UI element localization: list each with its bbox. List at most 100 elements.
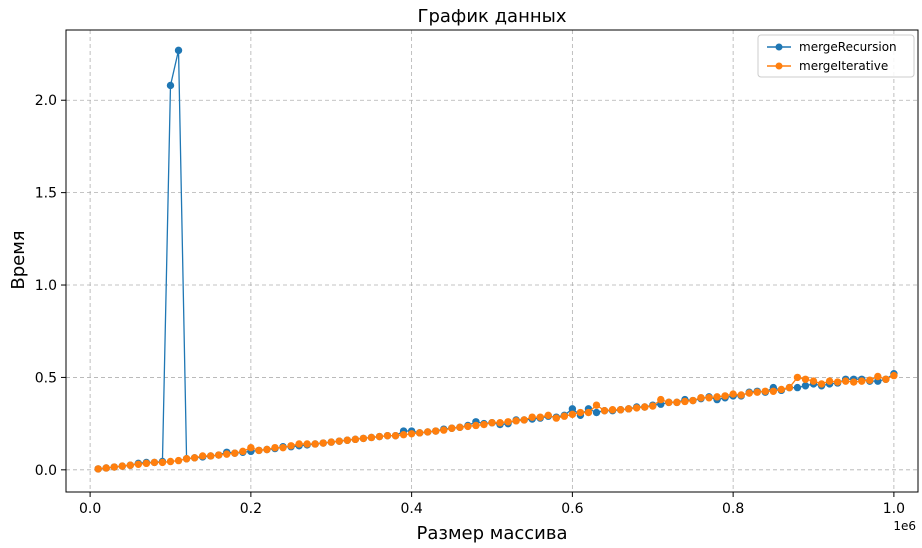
data-point-mergeRecursion (592, 408, 601, 417)
data-point-mergeIterative (785, 383, 794, 392)
x-axis-title: Размер массива (417, 523, 568, 544)
data-point-mergeIterative (182, 455, 191, 463)
data-point-mergeIterative (255, 446, 263, 455)
data-point-mergeIterative (448, 424, 456, 432)
x-tick-label: 0.4 (400, 501, 422, 517)
data-point-mergeIterative (769, 387, 778, 395)
data-point-mergeIterative (777, 385, 786, 394)
series-line-mergeIterative (98, 374, 895, 470)
data-point-mergeIterative (761, 387, 769, 395)
data-point-mergeIterative (673, 398, 681, 407)
x-tick-label: 0.2 (240, 501, 262, 517)
data-point-mergeIterative (833, 378, 842, 386)
data-point-mergeIterative (215, 451, 223, 459)
data-point-mergeIterative (206, 452, 215, 460)
data-point-mergeIterative (174, 456, 183, 465)
data-point-mergeIterative (512, 417, 520, 425)
x-tick-label: 1.0 (883, 501, 905, 517)
data-point-mergeIterative (520, 416, 528, 424)
data-point-mergeIterative (359, 434, 368, 443)
data-point-mergeIterative (729, 390, 737, 398)
data-point-mergeIterative (657, 395, 665, 404)
data-point-mergeIterative (231, 449, 239, 457)
data-point-mergeRecursion (174, 46, 183, 55)
data-point-mergeIterative (697, 394, 705, 402)
legend-marker-mergeRecursion (775, 43, 783, 51)
data-point-mergeIterative (809, 377, 818, 385)
x-tick-label: 0.6 (561, 501, 583, 517)
y-axis-ticks: 0.0 0.5 1.0 1.5 2.0 (35, 93, 66, 479)
data-point-mergeIterative (552, 414, 560, 422)
data-point-mergeIterative (295, 440, 303, 448)
x-tick-label: 0.8 (722, 501, 744, 517)
data-point-mergeRecursion (166, 81, 175, 90)
data-point-mergeIterative (568, 410, 577, 419)
data-point-mergeIterative (150, 458, 159, 467)
data-point-mergeIterative (882, 375, 890, 383)
data-point-mergeIterative (544, 411, 552, 420)
data-point-mergeIterative (287, 442, 295, 450)
data-point-mergeIterative (142, 459, 151, 468)
y-tick-label: 1.5 (35, 186, 57, 202)
x-axis-ticks: 0.0 0.2 0.4 0.6 0.8 1.0 (79, 492, 905, 517)
data-point-mergeRecursion (793, 383, 802, 392)
data-point-mergeIterative (649, 402, 657, 410)
data-point-mergeIterative (841, 377, 850, 385)
data-point-mergeIterative (890, 371, 898, 380)
data-point-mergeIterative (415, 429, 424, 437)
data-point-mergeIterative (239, 447, 247, 456)
data-point-mergeIterative (383, 431, 392, 440)
data-point-mergeIterative (456, 423, 464, 432)
data-point-mergeIterative (472, 421, 480, 430)
data-point-mergeIterative (480, 420, 488, 429)
data-point-mergeIterative (858, 377, 866, 385)
legend-label-mergeRecursion: mergeRecursion (799, 40, 897, 54)
data-point-mergeIterative (271, 443, 279, 452)
series-layer (94, 46, 898, 473)
data-point-mergeIterative (198, 452, 207, 460)
grid (66, 30, 918, 492)
data-point-mergeIterative (592, 401, 601, 409)
data-point-mergeIterative (608, 406, 617, 414)
data-point-mergeIterative (713, 393, 721, 401)
plot-frame (65, 29, 919, 493)
data-point-mergeRecursion (568, 405, 577, 413)
data-point-mergeIterative (737, 391, 745, 399)
y-axis-title: Время (8, 230, 29, 289)
data-point-mergeIterative (319, 439, 327, 447)
data-point-mergeIterative (223, 450, 231, 458)
data-point-mergeIterative (641, 403, 649, 411)
data-point-mergeRecursion (801, 382, 810, 390)
chart-title: График данных (418, 6, 567, 27)
data-point-mergeIterative (793, 373, 802, 382)
data-point-mergeIterative (681, 397, 689, 406)
data-point-mergeIterative (311, 440, 319, 448)
data-point-mergeIterative (367, 433, 376, 442)
legend-entry-mergeIterative: mergeIterative (767, 59, 888, 73)
data-point-mergeIterative (464, 422, 472, 431)
y-tick-label: 0.5 (35, 370, 57, 386)
data-point-mergeIterative (745, 389, 753, 397)
data-point-mergeIterative (825, 377, 834, 385)
data-point-mergeIterative (407, 430, 416, 438)
legend-entry-mergeRecursion: mergeRecursion (767, 40, 897, 54)
legend: mergeRecursion mergeIterative (757, 34, 915, 78)
data-point-mergeIterative (118, 462, 126, 470)
data-point-mergeIterative (850, 378, 858, 386)
data-point-mergeIterative (600, 406, 609, 415)
data-point-mergeIterative (560, 412, 569, 420)
data-point-mergeIterative (126, 461, 134, 469)
data-point-mergeIterative (496, 419, 504, 427)
data-point-mergeIterative (705, 394, 713, 402)
data-point-mergeIterative (440, 426, 448, 434)
data-point-mergeIterative (391, 431, 400, 440)
data-point-mergeIterative (616, 406, 625, 414)
data-point-mergeIterative (632, 404, 641, 412)
data-point-mergeIterative (190, 454, 199, 462)
data-point-mergeIterative (536, 413, 544, 421)
data-point-mergeIterative (528, 413, 536, 421)
data-point-mergeIterative (504, 418, 512, 426)
data-point-mergeIterative (432, 427, 440, 435)
